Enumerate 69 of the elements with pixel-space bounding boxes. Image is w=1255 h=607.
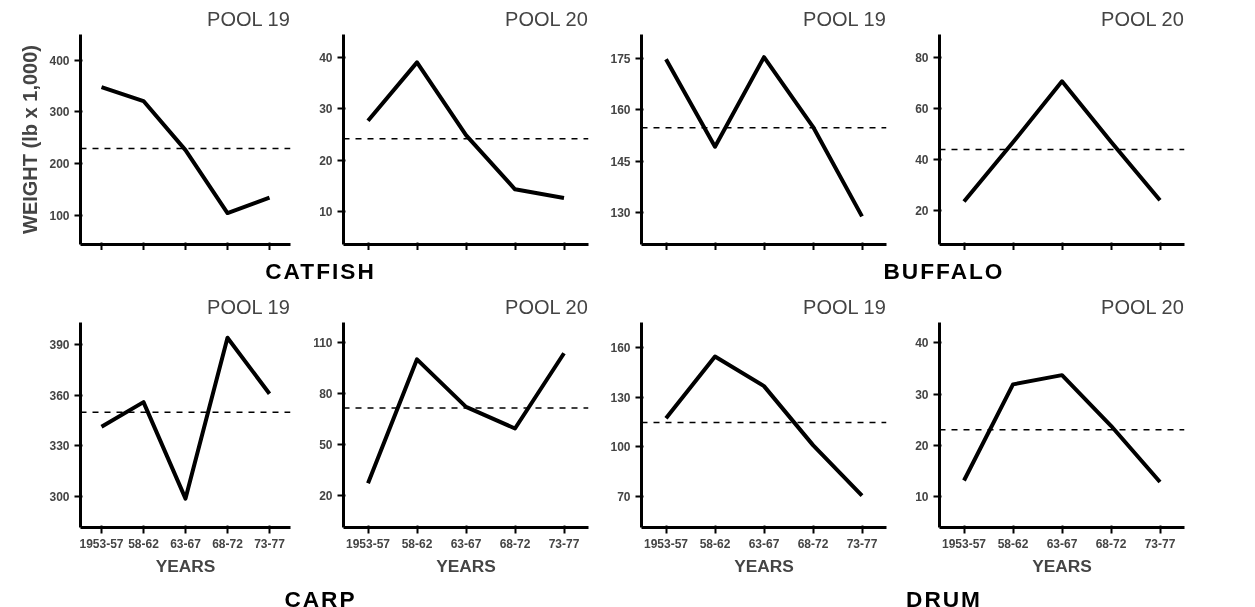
y-tick-label: 400 xyxy=(49,53,70,68)
y-tick-label: 160 xyxy=(610,103,631,118)
x-tick-label: 73-77 xyxy=(548,536,580,551)
chart-title: POOL 19 xyxy=(803,295,886,318)
x-tick-label: 68-72 xyxy=(499,536,531,551)
y-tick-label: 20 xyxy=(915,438,929,453)
x-tick-label: 68-72 xyxy=(797,536,829,551)
x-tick-label: 63-67 xyxy=(1046,536,1078,551)
y-tick-label: 30 xyxy=(319,102,333,117)
y-tick-label: 360 xyxy=(49,388,70,403)
x-axis-title: YEARS xyxy=(1032,555,1092,576)
y-tick-label: 30 xyxy=(915,387,929,402)
text: CARP xyxy=(284,585,357,607)
chart-title: POOL 19 xyxy=(207,295,290,318)
x-tick-label: 58-62 xyxy=(128,536,160,551)
y-axis-title: WEIGHT (lb x 1,000) xyxy=(19,45,42,234)
text: CATFISH xyxy=(265,257,376,286)
y-tick-label: 40 xyxy=(915,153,929,168)
x-tick-label: 68-72 xyxy=(212,536,244,551)
y-tick-label: 20 xyxy=(915,204,929,219)
chart-title: POOL 20 xyxy=(1101,295,1184,318)
x-tick-label: 1953-57 xyxy=(345,536,391,551)
x-tick-label: 63-67 xyxy=(450,536,482,551)
chart-title: POOL 19 xyxy=(803,7,886,30)
y-tick-label: 175 xyxy=(610,52,631,67)
y-tick-label: 130 xyxy=(610,206,631,221)
y-tick-label: 100 xyxy=(610,440,631,455)
x-tick-label: 73-77 xyxy=(1144,536,1176,551)
y-tick-label: 70 xyxy=(617,490,631,505)
y-tick-label: 300 xyxy=(49,490,70,505)
y-tick-label: 80 xyxy=(915,50,929,65)
y-tick-label: 20 xyxy=(319,489,333,504)
y-tick-label: 10 xyxy=(319,205,333,220)
y-tick-label: 50 xyxy=(319,438,333,453)
y-tick-label: 80 xyxy=(319,387,333,402)
y-tick-label: 330 xyxy=(49,439,70,454)
y-tick-label: 145 xyxy=(610,154,631,169)
text: BUFFALO xyxy=(883,257,1005,286)
text: DRUM xyxy=(906,585,982,607)
chart-title: POOL 19 xyxy=(207,7,290,30)
y-tick-label: 100 xyxy=(49,208,70,223)
y-tick-label: 300 xyxy=(49,105,70,120)
x-tick-label: 73-77 xyxy=(846,536,878,551)
chart-title: POOL 20 xyxy=(505,7,588,30)
x-tick-label: 63-67 xyxy=(170,536,202,551)
y-tick-label: 390 xyxy=(49,337,70,352)
y-tick-label: 160 xyxy=(610,340,631,355)
y-tick-label: 40 xyxy=(319,50,333,65)
x-axis-title: YEARS xyxy=(734,555,794,576)
x-tick-label: 73-77 xyxy=(254,536,286,551)
x-tick-label: 1953-57 xyxy=(79,536,124,551)
y-tick-label: 110 xyxy=(313,336,333,351)
y-tick-label: 130 xyxy=(610,390,631,405)
chart-title: POOL 20 xyxy=(1101,7,1184,30)
x-tick-label: 58-62 xyxy=(997,536,1029,551)
y-tick-label: 20 xyxy=(319,153,333,168)
y-tick-label: 40 xyxy=(915,336,929,351)
x-axis-title: YEARS xyxy=(436,555,496,576)
chart-title: POOL 20 xyxy=(505,295,588,318)
x-tick-label: 58-62 xyxy=(699,536,731,551)
y-tick-label: 60 xyxy=(915,102,929,117)
x-tick-label: 1953-57 xyxy=(643,536,689,551)
y-tick-label: 200 xyxy=(49,156,70,171)
x-tick-label: 68-72 xyxy=(1095,536,1127,551)
x-tick-label: 58-62 xyxy=(401,536,433,551)
x-tick-label: 1953-57 xyxy=(941,536,987,551)
x-tick-label: 63-67 xyxy=(748,536,780,551)
x-axis-title: YEARS xyxy=(155,555,216,576)
y-tick-label: 10 xyxy=(915,489,929,504)
